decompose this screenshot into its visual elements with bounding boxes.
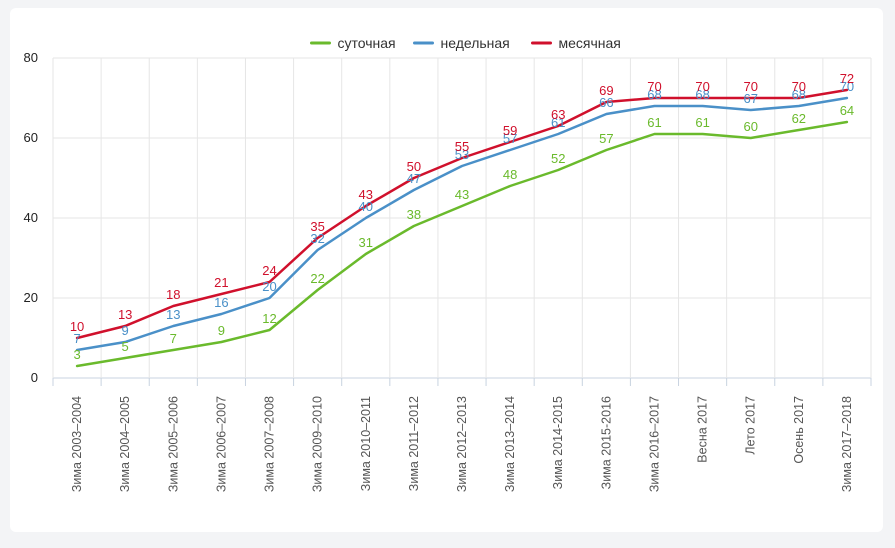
data-label: 70: [840, 79, 854, 94]
data-label: 52: [551, 151, 565, 166]
data-label: 66: [599, 95, 613, 110]
x-tick-label: Осень 2017: [792, 396, 806, 464]
x-tick-label: Зима 2009–2010: [311, 396, 325, 492]
data-label: 69: [599, 83, 613, 98]
data-label: 16: [214, 295, 228, 310]
x-tick-label: Лето 2017: [744, 396, 758, 455]
data-label: 7: [170, 331, 177, 346]
series-lines: [75, 88, 849, 368]
data-label: 13: [118, 307, 132, 322]
x-tick-label: Зима 2016–2017: [647, 396, 661, 492]
data-label: 61: [647, 115, 661, 130]
data-label: 63: [551, 107, 565, 122]
data-label: 55: [455, 139, 469, 154]
data-label: 70: [647, 79, 661, 94]
data-label: 22: [310, 271, 324, 286]
x-tick-label: Зима 2010–2011: [359, 396, 373, 491]
data-label: 12: [262, 311, 276, 326]
x-tick-label: Зима 2017–2018: [840, 396, 854, 492]
data-label: 43: [455, 187, 469, 202]
legend[interactable]: суточная недельная месячная: [310, 35, 621, 51]
data-label: 24: [262, 263, 276, 278]
data-label: 59: [503, 123, 517, 138]
y-tick-label: 80: [24, 50, 38, 65]
x-tick-label: Зима 2014-2015: [551, 396, 565, 489]
data-label: 70: [792, 79, 806, 94]
data-label: 61: [551, 115, 565, 130]
data-label: 5: [122, 339, 129, 354]
y-tick-label: 20: [24, 290, 38, 305]
data-label: 13: [166, 307, 180, 322]
data-label: 60: [743, 119, 757, 134]
data-label: 50: [407, 159, 421, 174]
data-label: 20: [262, 279, 276, 294]
legend-label: суточная: [338, 35, 396, 51]
x-tick-label: Зима 2011–2012: [407, 396, 421, 491]
data-label: 31: [359, 235, 373, 250]
legend-item[interactable]: недельная: [413, 35, 510, 51]
series-line[interactable]: [75, 96, 849, 352]
data-label: 68: [695, 87, 709, 102]
y-axis: 0 20 40 60 80: [24, 50, 38, 385]
grid-lines: [52, 57, 872, 379]
series-line[interactable]: [75, 88, 849, 340]
x-axis: Зима 2003–2004 Зима 2004–2005 Зима 2005–20…: [52, 378, 872, 492]
x-tick-label: Зима 2005–2006: [166, 396, 180, 492]
x-tick-label: Зима 2006–2007: [214, 396, 228, 492]
data-label: 18: [166, 287, 180, 302]
data-label: 10: [70, 319, 84, 334]
y-tick-label: 60: [24, 130, 38, 145]
data-label: 47: [407, 171, 421, 186]
data-label: 68: [792, 87, 806, 102]
data-label: 67: [743, 91, 757, 106]
data-label: 61: [695, 115, 709, 130]
data-label: 72: [840, 71, 854, 86]
data-label: 32: [310, 231, 324, 246]
legend-item[interactable]: месячная: [531, 35, 621, 51]
data-label: 7: [73, 331, 80, 346]
data-label: 9: [218, 323, 225, 338]
legend-label: месячная: [559, 35, 621, 51]
data-label: 21: [214, 275, 228, 290]
chart-card: 0 20 40 60 80 Зима 2003–2004 Зима 2004–2005 Зи…: [10, 8, 883, 532]
x-tick-label: Зима 2004–2005: [118, 396, 132, 492]
data-label: 9: [122, 323, 129, 338]
legend-item[interactable]: суточная: [310, 35, 396, 51]
data-label: 64: [840, 103, 854, 118]
y-tick-label: 40: [24, 210, 38, 225]
x-tick-label: Зима 2013–2014: [503, 396, 517, 492]
data-label: 70: [743, 79, 757, 94]
data-label: 40: [359, 199, 373, 214]
data-label: 48: [503, 167, 517, 182]
x-tick-label: Зима 2007–2008: [263, 396, 277, 492]
x-tick-label: Зима 2015-2016: [599, 396, 613, 489]
data-label: 38: [407, 207, 421, 222]
data-label: 70: [695, 79, 709, 94]
data-label: 3: [73, 347, 80, 362]
legend-label: недельная: [441, 35, 510, 51]
data-label: 35: [310, 219, 324, 234]
x-tick-label: Весна 2017: [696, 396, 710, 463]
y-tick-label: 0: [31, 370, 38, 385]
data-label: 43: [359, 187, 373, 202]
data-label: 53: [455, 147, 469, 162]
series-line[interactable]: [75, 120, 849, 368]
data-label: 68: [647, 87, 661, 102]
x-tick-label: Зима 2003–2004: [70, 396, 84, 492]
data-label: 57: [503, 131, 517, 146]
data-label: 62: [792, 111, 806, 126]
x-tick-label: Зима 2012–2013: [455, 396, 469, 492]
data-label: 57: [599, 131, 613, 146]
